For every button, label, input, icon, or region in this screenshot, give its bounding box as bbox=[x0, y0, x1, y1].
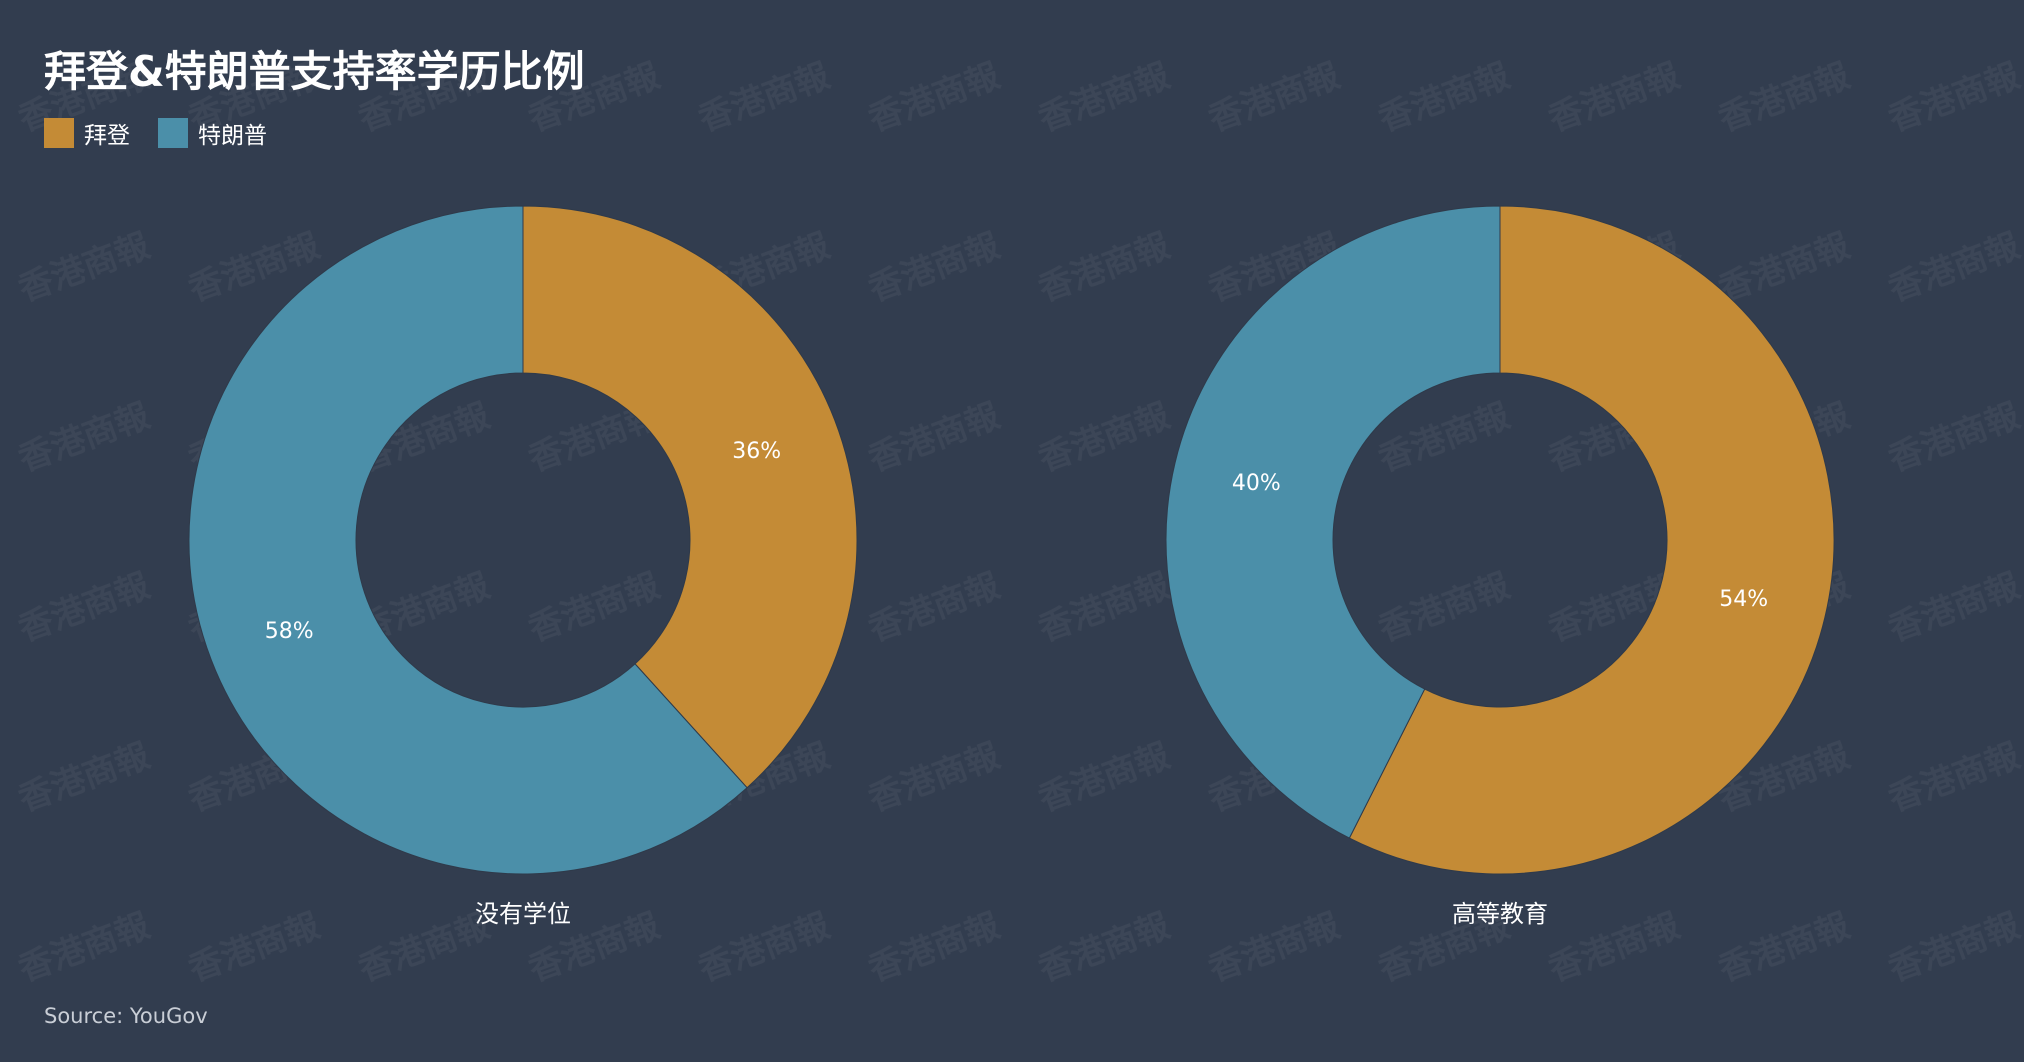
slice-data-label: 40% bbox=[1232, 471, 1281, 496]
donut-slice-trump bbox=[1165, 205, 1501, 839]
legend-item-trump: 特朗普 bbox=[158, 116, 267, 150]
chart-title: 拜登&特朗普支持率学历比例 bbox=[44, 47, 585, 96]
donut-category-label: 高等教育 bbox=[1452, 900, 1548, 928]
legend-label-trump: 特朗普 bbox=[198, 123, 267, 149]
source-note: Source: YouGov bbox=[44, 1004, 208, 1028]
donut-slice-biden bbox=[1348, 205, 1835, 875]
legend-label-biden: 拜登 bbox=[84, 123, 130, 149]
slice-data-label: 36% bbox=[732, 439, 781, 464]
slice-data-label: 58% bbox=[265, 619, 314, 644]
legend-item-biden: 拜登 bbox=[44, 116, 130, 150]
slice-data-label: 54% bbox=[1719, 587, 1768, 612]
legend-swatch-biden bbox=[44, 118, 74, 148]
donut-slice-trump bbox=[188, 205, 748, 875]
donut-slice-biden bbox=[522, 205, 858, 789]
legend: 拜登 特朗普 bbox=[44, 116, 295, 150]
donut-category-label: 没有学位 bbox=[475, 900, 571, 928]
legend-swatch-trump bbox=[158, 118, 188, 148]
